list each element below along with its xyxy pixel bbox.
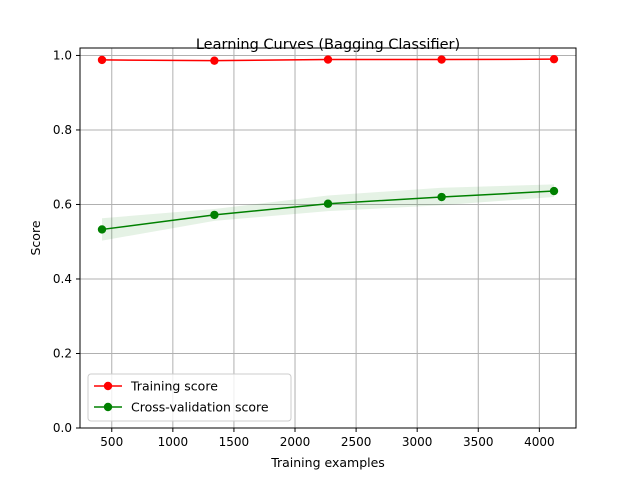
data-point-series-0 xyxy=(323,55,333,64)
data-point-series-1 xyxy=(437,192,446,202)
x-tick-label: 1500 xyxy=(219,435,250,449)
legend: Training score Cross-validation score xyxy=(87,373,292,422)
y-axis-ticks: 0.0 0.2 0.4 0.6 0.8 1.0 xyxy=(53,48,80,435)
data-point-series-1 xyxy=(97,225,107,234)
data-point-series-1 xyxy=(549,186,559,196)
y-tick-label: 0.2 xyxy=(53,346,72,360)
x-tick-label: 1000 xyxy=(158,435,189,449)
x-tick-label: 3000 xyxy=(402,435,433,449)
y-tick-label: 0.0 xyxy=(53,421,72,435)
x-tick-label: 4000 xyxy=(524,435,555,449)
y-tick-label: 1.0 xyxy=(53,48,72,62)
legend-label: Cross-validation score xyxy=(131,400,269,415)
x-tick-label: 2000 xyxy=(280,435,311,449)
plot-frame xyxy=(79,47,577,429)
y-tick-label: 0.8 xyxy=(53,123,72,137)
data-point-series-1 xyxy=(323,199,333,208)
y-tick-label: 0.4 xyxy=(53,272,72,286)
legend-box xyxy=(87,373,292,422)
y-axis-title: Score xyxy=(28,220,43,255)
data-point-series-0 xyxy=(549,54,559,64)
x-tick-label: 3500 xyxy=(463,435,494,449)
data-point-series-0 xyxy=(437,55,446,64)
x-tick-label: 500 xyxy=(100,435,123,449)
chart-title: Learning Curves (Bagging Classifier) xyxy=(196,37,460,53)
data-point-series-0 xyxy=(210,56,219,65)
series-markers xyxy=(97,54,559,234)
y-tick-label: 0.6 xyxy=(53,197,72,211)
data-point-series-1 xyxy=(210,210,219,220)
x-tick-label: 2500 xyxy=(341,435,372,449)
x-axis-ticks: 500 1000 1500 2000 2500 3000 3500 4000 xyxy=(100,428,555,449)
x-axis-title: Training examples xyxy=(270,455,385,470)
legend-marker-0 xyxy=(103,381,113,391)
legend-marker-1 xyxy=(103,402,113,412)
data-point-series-0 xyxy=(97,55,107,65)
legend-label: Training score xyxy=(130,379,218,394)
